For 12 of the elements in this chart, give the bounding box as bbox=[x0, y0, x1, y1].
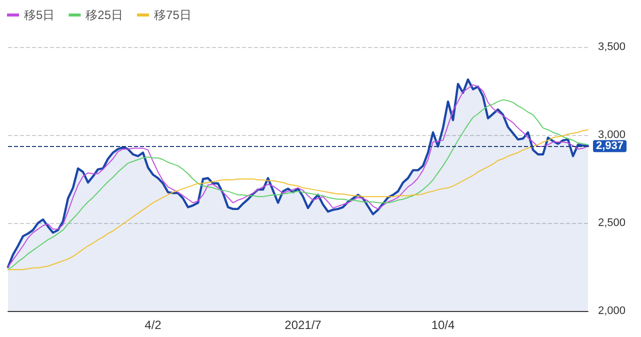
ref-line-label: 2,937 bbox=[596, 140, 624, 152]
y-tick-label: 2,500 bbox=[598, 217, 626, 229]
legend-label: 移75日 bbox=[154, 8, 192, 22]
x-tick-label: 4/2 bbox=[144, 318, 162, 332]
y-tick-label: 2,000 bbox=[598, 305, 626, 317]
x-tick-label: 2021/7 bbox=[284, 318, 322, 332]
line-series bbox=[8, 129, 588, 270]
y-tick-label: 3,500 bbox=[598, 41, 626, 53]
legend-label: 移5日 bbox=[24, 8, 55, 22]
x-tick-label: 10/4 bbox=[431, 318, 455, 332]
legend-label: 移25日 bbox=[86, 8, 124, 22]
y-tick-label: 3,000 bbox=[598, 129, 626, 141]
